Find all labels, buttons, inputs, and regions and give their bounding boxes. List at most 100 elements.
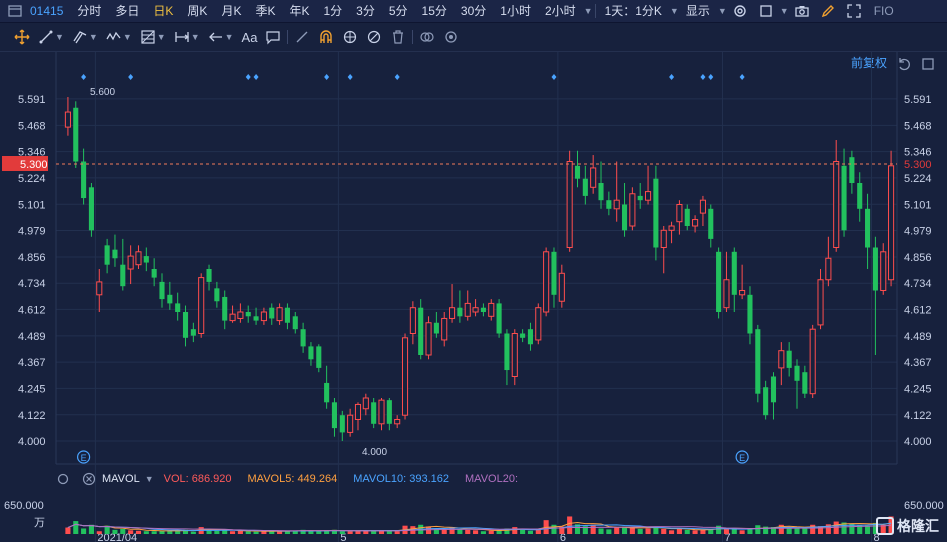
period-quarterly-k[interactable]: 季K — [255, 4, 276, 18]
candle-body-up — [409, 307, 416, 334]
candle-body-down — [684, 208, 690, 226]
price-tick: 5.346 — [904, 147, 932, 159]
volume-bar — [159, 530, 165, 534]
volume-bar — [347, 531, 353, 534]
checkbox-chevron-icon[interactable]: ▼ — [779, 6, 789, 16]
comment-tool-icon[interactable] — [261, 24, 285, 50]
volume-bar — [331, 529, 338, 534]
period-monthly-k[interactable]: 月K — [221, 4, 242, 18]
checkbox-icon[interactable] — [753, 0, 779, 24]
divider — [412, 30, 414, 44]
display-menu[interactable]: 显示 — [685, 4, 710, 18]
current-price-tag-left — [2, 156, 48, 171]
volume-bar — [135, 530, 142, 534]
stock-code[interactable]: 01415 — [30, 4, 64, 18]
candle-body-up — [127, 255, 134, 270]
candle-body-down — [206, 269, 212, 282]
period-multi-day[interactable]: 多日 — [115, 4, 140, 18]
volume-bar — [747, 529, 753, 534]
price-axis-right: 5.591 5.468 5.346 5.224 5.101 4.979 4.856 4.734… — [904, 94, 932, 448]
candle-body-down — [81, 161, 87, 199]
arrow-tool-icon[interactable]: ▼ — [204, 24, 238, 50]
pencil-icon[interactable] — [815, 0, 841, 24]
wave-tool-icon[interactable]: ▼ — [102, 24, 136, 50]
candle-body-down — [284, 307, 290, 323]
channel-tool-icon[interactable]: ▼ — [68, 24, 102, 50]
price-tick: 4.000 — [904, 436, 932, 448]
adjust-mode-link[interactable]: 前复权 — [850, 56, 887, 70]
period-1min[interactable]: 1分 — [323, 4, 343, 18]
candle-body-up — [198, 277, 205, 335]
period-minute[interactable]: 分时 — [77, 4, 102, 18]
period-30min[interactable]: 30分 — [460, 4, 487, 18]
volume-bar — [692, 530, 698, 534]
volume-bar — [794, 528, 800, 534]
price-tick: 5.101 — [18, 199, 46, 211]
camera-icon[interactable] — [789, 0, 815, 24]
volume-bar — [708, 528, 714, 534]
hide-icon[interactable] — [362, 24, 386, 50]
volume-bar — [778, 524, 784, 534]
window-icon[interactable] — [2, 0, 28, 22]
crosshair-move-icon[interactable] — [10, 24, 34, 50]
price-tick: 5.224 — [18, 173, 46, 185]
minimize-icon[interactable] — [915, 51, 941, 77]
period-1hour[interactable]: 1小时 — [500, 4, 531, 18]
volume-bar — [637, 528, 643, 534]
period-5min[interactable]: 5分 — [388, 4, 408, 18]
undo-icon[interactable] — [891, 51, 917, 77]
magnet-icon[interactable] — [314, 24, 338, 50]
candle-body-down — [182, 312, 189, 338]
gear-icon[interactable] — [439, 24, 463, 50]
volume-indicator-name[interactable]: MAVOL — [102, 473, 140, 485]
event-marker-icon — [253, 74, 259, 80]
compare-icon[interactable] — [415, 24, 439, 50]
price-tick: 4.612 — [904, 304, 932, 316]
volume-bar — [473, 530, 479, 534]
ruler-tool-icon[interactable] — [290, 24, 314, 50]
period-15min[interactable]: 15分 — [421, 4, 447, 18]
interval-select[interactable]: 1天：1分K — [604, 4, 662, 18]
display-chevron-icon[interactable]: ▼ — [717, 6, 727, 16]
event-marker-icon — [551, 74, 557, 80]
volume-bar — [182, 529, 189, 534]
volume-settings-icon[interactable] — [50, 466, 76, 492]
eye-icon[interactable] — [338, 24, 362, 50]
volume-indicator-chevron-icon[interactable]: ▼ — [144, 474, 154, 484]
event-marker-icon — [669, 74, 675, 80]
line-tool-icon[interactable]: ▼ — [34, 24, 68, 50]
close-volume-icon[interactable] — [76, 466, 102, 492]
date-tick: 2021/04 — [97, 532, 137, 542]
trash-icon[interactable] — [386, 24, 410, 50]
period-3min[interactable]: 3分 — [356, 4, 375, 18]
volume-bar — [88, 524, 94, 534]
volume-bar — [245, 531, 251, 534]
period-2hour[interactable]: 2小时 — [544, 4, 576, 18]
candle-body-down — [574, 165, 581, 179]
period-yearly-k[interactable]: 年K — [289, 4, 310, 18]
interval-chevron-icon[interactable]: ▼ — [669, 6, 679, 16]
candle-body-down — [865, 208, 871, 248]
volume-bar — [488, 530, 494, 534]
volume-bar — [559, 526, 565, 534]
text-tool[interactable]: Aa — [241, 29, 258, 45]
period-weekly-k[interactable]: 周K — [187, 4, 208, 18]
price-tick: 5.468 — [18, 120, 46, 132]
candle-body-down — [308, 346, 314, 360]
volume-bar — [425, 526, 432, 534]
brand-logo: 格隆汇 — [876, 516, 939, 536]
range-tool-icon[interactable]: ▼ — [170, 24, 204, 50]
volume-bar — [480, 531, 486, 534]
event-marker-icon — [700, 74, 706, 80]
settings-icon[interactable] — [727, 0, 753, 24]
period-more-chevron-icon[interactable]: ▼ — [583, 6, 593, 16]
period-daily-k[interactable]: 日K — [153, 4, 174, 18]
earnings-marker-label: E — [739, 453, 745, 463]
candle-body-down — [245, 312, 251, 317]
fio-label[interactable]: FIO — [873, 4, 894, 18]
candle-body-up — [401, 337, 409, 416]
fibonacci-tool-icon[interactable]: ▼ — [136, 24, 170, 50]
volume-bar — [716, 525, 722, 534]
fullscreen-icon[interactable] — [841, 0, 867, 24]
